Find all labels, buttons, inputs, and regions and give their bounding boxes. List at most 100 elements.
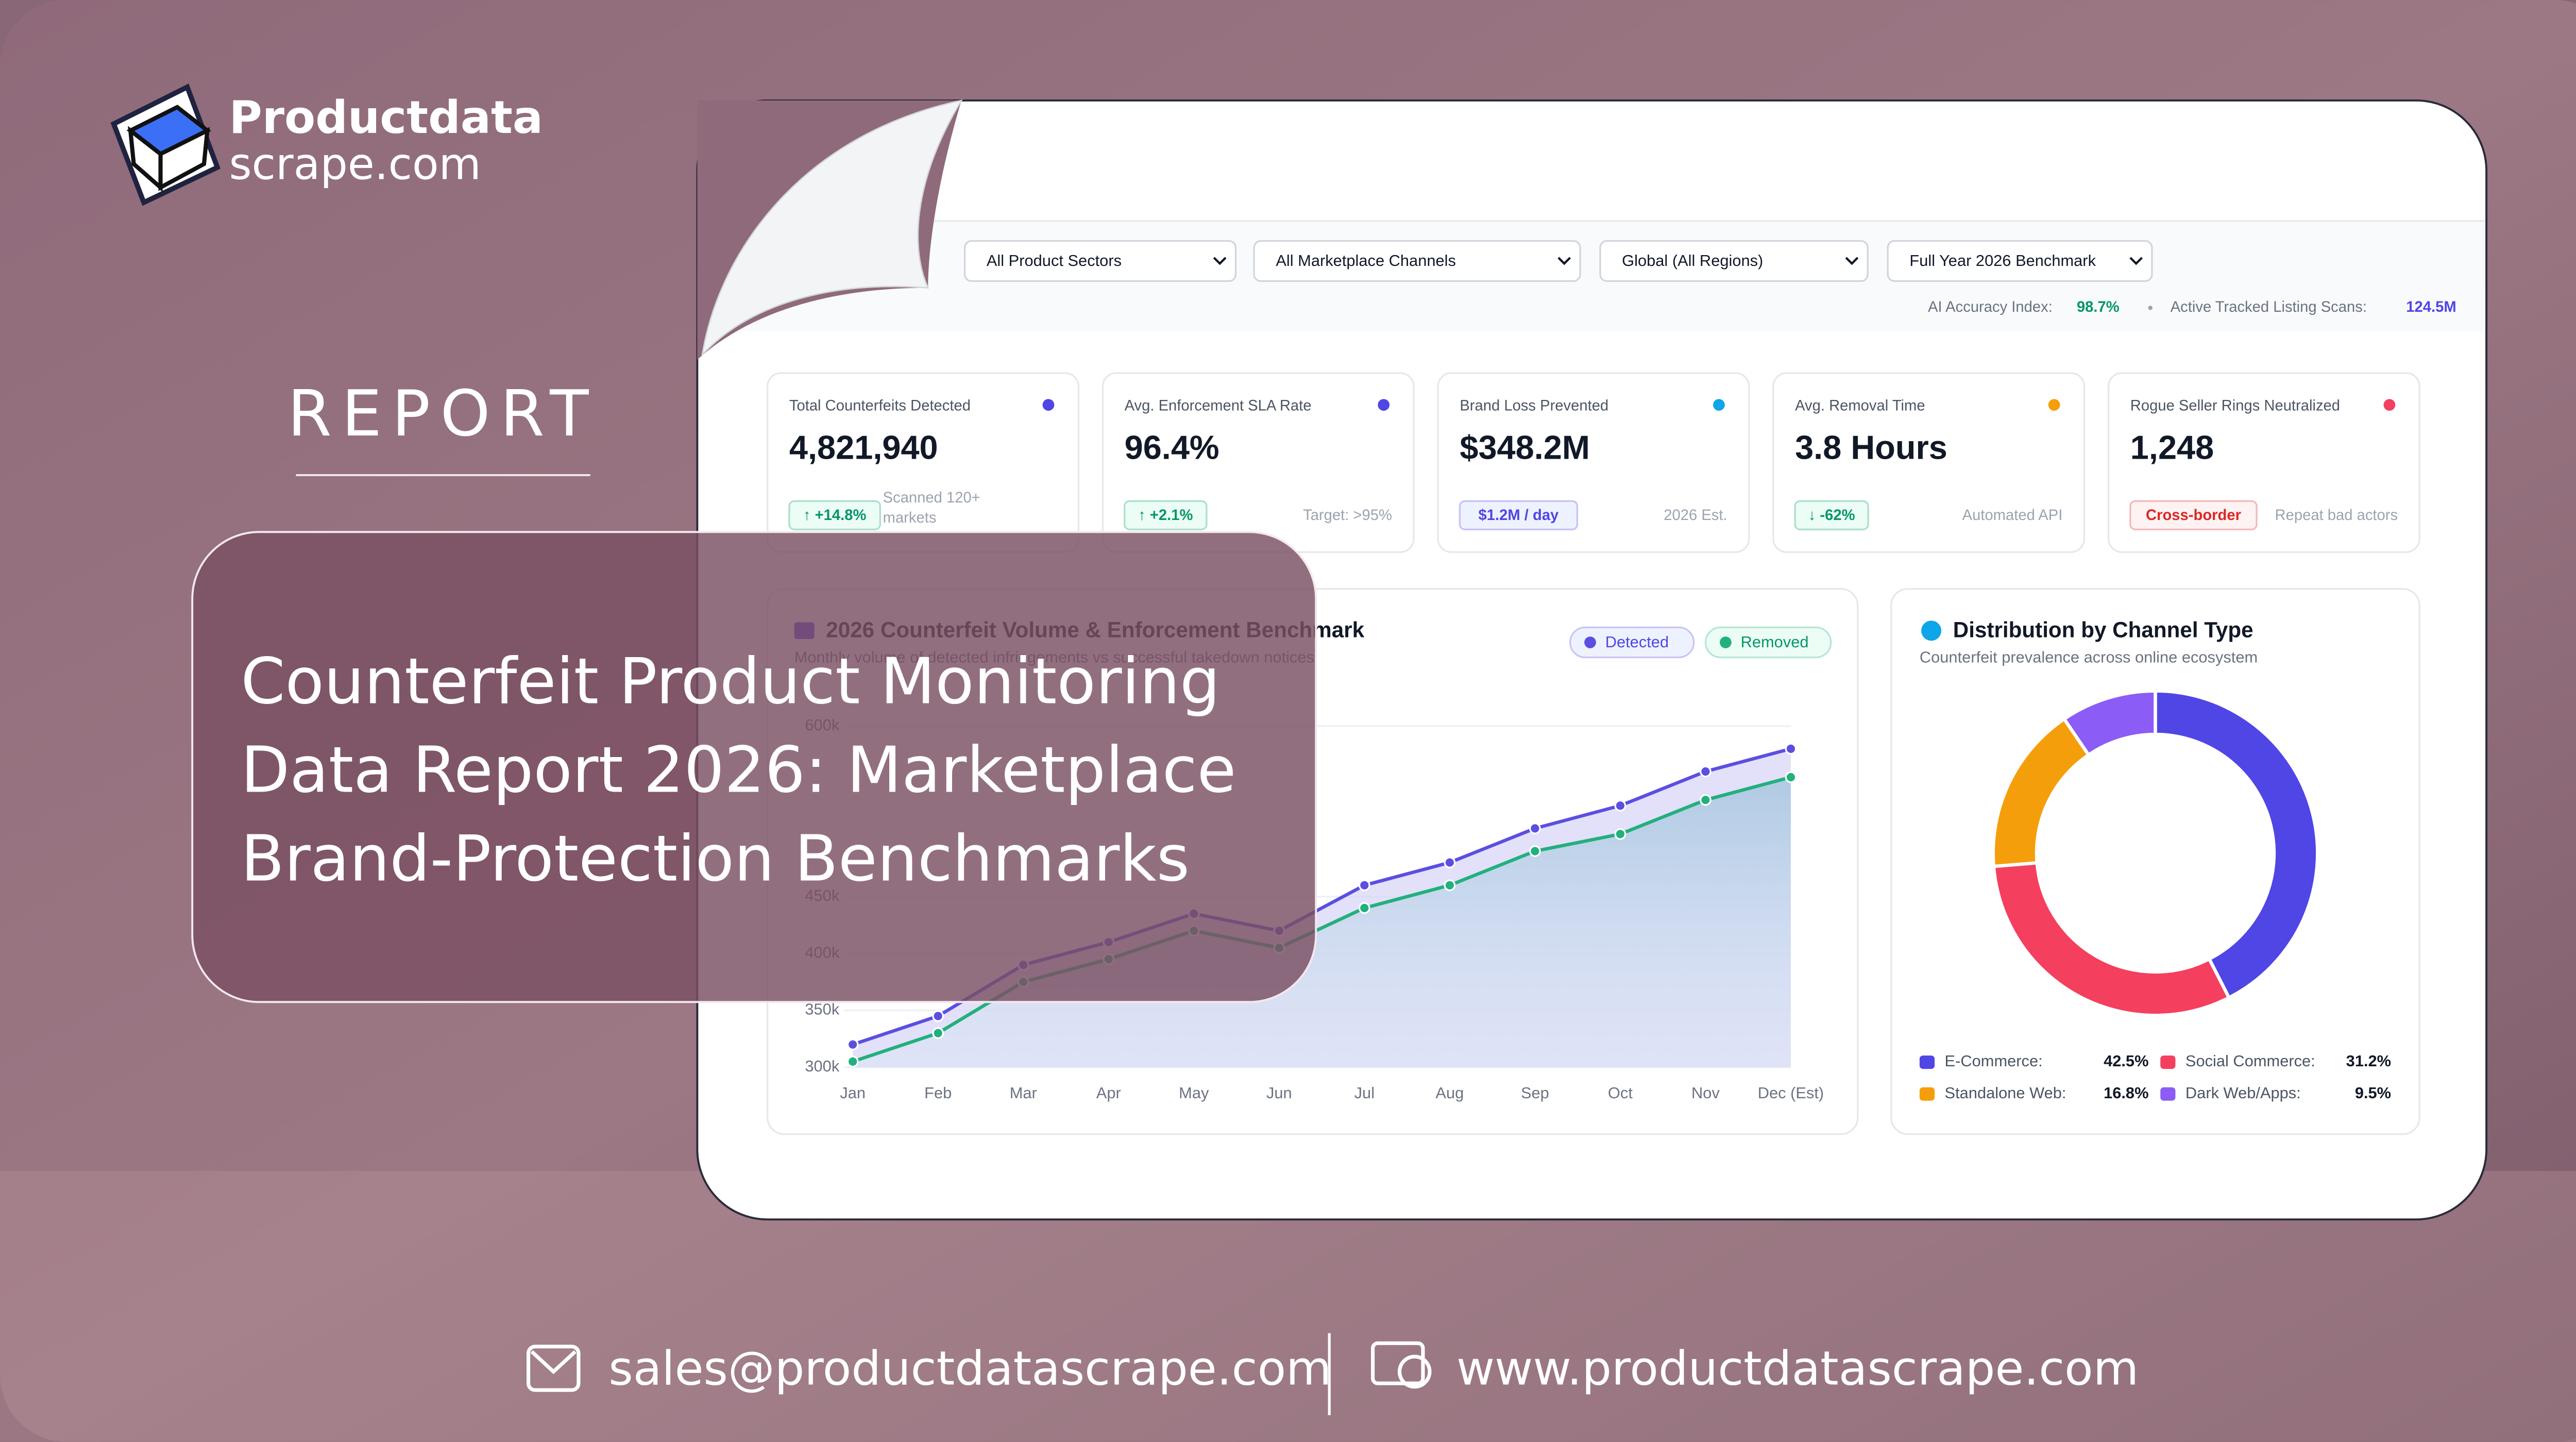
legend-swatch (1720, 636, 1732, 648)
status-value: 124.5M (2406, 299, 2456, 315)
select[interactable] (1887, 240, 2153, 282)
status-value: 98.7% (2077, 299, 2120, 315)
footer-email: sales@productdatascrape.com (608, 1342, 1331, 1396)
chart-title: Distribution by Channel Type (1953, 618, 2253, 642)
legend-swatch (2160, 1055, 2176, 1069)
donut-slice (2154, 689, 2319, 1000)
legend-label: Detected (1605, 633, 1669, 651)
kpi-value: 3.8 Hours (1795, 428, 1947, 466)
kpi-badge (788, 500, 882, 531)
x-tick-label: May (1179, 1084, 1209, 1102)
select-arrow (1845, 257, 1859, 265)
kpi-icon (1713, 399, 1725, 411)
kpi-note: markets (883, 510, 937, 526)
legend-swatch (1919, 1055, 1935, 1069)
kpi-badge-text: $1.2M / day (1479, 507, 1560, 524)
status-label: Active Tracked Listing Scans: (2171, 299, 2367, 315)
x-tick-label: Dec (Est) (1758, 1084, 1824, 1102)
headline-line: Brand-Protection Benchmarks (241, 823, 1190, 896)
kpi-title: Rogue Seller Rings Neutralized (2130, 398, 2340, 414)
kpi-icon (2048, 399, 2060, 411)
x-tick-label: Sep (1521, 1084, 1549, 1102)
donut-slice (1992, 861, 2231, 1017)
x-tick-label: Mar (1010, 1084, 1037, 1102)
kpi-value: $348.2M (1460, 428, 1590, 466)
headline-line: Data Report 2026: Marketplace (241, 734, 1236, 808)
point (1785, 743, 1797, 755)
kpi-note: Scanned 120+ (883, 490, 980, 506)
kpi-value: 96.4% (1125, 428, 1219, 466)
kpi-icon (2383, 399, 2396, 411)
mail-icon-flap (530, 1350, 577, 1374)
x-tick-label: Jan (840, 1084, 866, 1102)
point (1700, 794, 1711, 806)
kpi-badge-text: ↓ -62% (1808, 507, 1855, 524)
kpi-icon (1042, 399, 1055, 411)
point (1614, 799, 1626, 812)
select-text: All Marketplace Channels (1276, 251, 1456, 270)
kpi-badge (1124, 500, 1208, 531)
x-tick-label: Feb (924, 1084, 952, 1102)
separator (2148, 306, 2153, 310)
legend-label: Standalone Web: (1945, 1084, 2066, 1102)
legend-item (1704, 626, 1832, 659)
status-label: AI Accuracy Index: (1928, 299, 2053, 315)
kpi-title: Total Counterfeits Detected (789, 398, 971, 414)
kpi-badge (2129, 500, 2258, 531)
x-tick-label: Apr (1096, 1084, 1121, 1102)
legend-label: Removed (1741, 633, 1809, 651)
chart-icon (1921, 621, 1942, 641)
point (1358, 902, 1370, 914)
legend-item (1569, 626, 1695, 659)
legend-value: 31.2% (2346, 1052, 2391, 1070)
kpi-title: Avg. Enforcement SLA Rate (1125, 398, 1312, 414)
legend-value: 42.5% (2104, 1052, 2148, 1070)
report-tag: REPORT (287, 377, 599, 451)
kpi-badge-text: ↑ +14.8% (803, 507, 867, 524)
kpi-badge (1794, 500, 1869, 531)
x-tick-label: Jun (1266, 1084, 1292, 1102)
point (1358, 879, 1370, 892)
select-text: Global (All Regions) (1622, 251, 1763, 270)
point (1444, 879, 1456, 892)
select-arrow (1557, 257, 1571, 265)
select-text: All Product Sectors (987, 251, 1122, 270)
select[interactable] (964, 240, 1237, 282)
mail-icon (527, 1345, 581, 1392)
point (932, 1027, 944, 1039)
legend-swatch (1584, 636, 1596, 648)
headline-line: Counterfeit Product Monitoring (241, 645, 1220, 719)
web-icon (1371, 1341, 1425, 1385)
select[interactable] (1253, 240, 1581, 282)
x-tick-label: Aug (1435, 1084, 1464, 1102)
point (1700, 765, 1711, 778)
point (846, 1055, 859, 1068)
page-curl (701, 99, 963, 357)
kpi-icon (1378, 399, 1390, 411)
point (1529, 845, 1541, 857)
kpi-title: Brand Loss Prevented (1460, 398, 1608, 414)
x-tick-label: Oct (1608, 1084, 1633, 1102)
legend-label: Social Commerce: (2185, 1052, 2315, 1070)
x-tick-label: Nov (1691, 1084, 1720, 1102)
legend-swatch (1919, 1087, 1935, 1101)
web-icon-lens (1397, 1354, 1432, 1389)
headline-box (191, 531, 1317, 1003)
brand-domain: scrape.com (229, 139, 481, 190)
kpi-value: 4,821,940 (789, 428, 938, 466)
point (1785, 771, 1797, 783)
x-tick-label: Jul (1354, 1084, 1375, 1102)
brand-name: Productdata (229, 91, 543, 144)
point (1529, 823, 1541, 834)
select-text: Full Year 2026 Benchmark (1909, 251, 2096, 270)
point (1444, 857, 1456, 868)
select[interactable] (1599, 240, 1869, 282)
legend-swatch (2160, 1087, 2176, 1101)
select-arrow (1213, 257, 1227, 265)
point (1614, 828, 1626, 840)
kpi-badge-text: ↑ +2.1% (1138, 507, 1193, 524)
kpi-note: Automated API (1962, 507, 2063, 524)
kpi-value: 1,248 (2130, 428, 2214, 466)
